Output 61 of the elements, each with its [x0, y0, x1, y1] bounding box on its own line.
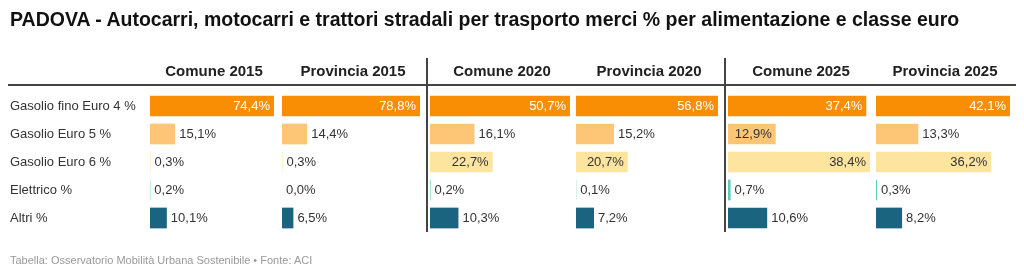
data-label: 0,3% — [154, 153, 185, 169]
bar — [430, 95, 570, 117]
bar — [876, 123, 919, 145]
data-label: 14,4% — [311, 125, 349, 141]
data-label: 13,3% — [922, 125, 960, 141]
bar — [150, 95, 274, 117]
data-label: 15,2% — [618, 125, 656, 141]
y-tick-label: Gasolio Euro 6 % — [10, 153, 112, 169]
bar — [728, 95, 867, 117]
data-label: 10,1% — [170, 209, 209, 225]
data-label: 74,4% — [233, 97, 271, 113]
y-tick-label: Gasolio fino Euro 4 % — [10, 97, 137, 113]
bar — [282, 207, 294, 229]
data-label: 8,2% — [906, 209, 937, 225]
data-label: 0,0% — [286, 181, 317, 197]
chart-title: Comune 2015 — [8, 58, 280, 86]
data-label: 42,1% — [969, 97, 1007, 113]
bar — [728, 179, 731, 201]
bar — [430, 207, 459, 229]
text: Tabella: Osservatorio Mobilità Urbana Sostenibile • Fonte: ACI — [10, 254, 313, 266]
y-tick-label: Gasolio Euro 5 % — [10, 125, 112, 141]
data-label: 20,7% — [586, 153, 625, 169]
data-label: 37,4% — [825, 97, 863, 113]
data-label: 56,8% — [677, 97, 715, 113]
bar — [728, 207, 768, 229]
y-tick-label: Elettrico % — [10, 181, 73, 197]
chart-title: Provincia 2015 — [280, 58, 426, 86]
data-label: 16,1% — [478, 125, 516, 141]
bar — [282, 123, 308, 145]
bar — [430, 123, 475, 145]
data-label: 7,2% — [598, 209, 629, 225]
bar — [576, 123, 614, 145]
data-label: 0,3% — [286, 153, 317, 169]
chart-title: Comune 2020 — [428, 58, 576, 86]
data-label: 10,6% — [771, 209, 809, 225]
bar — [150, 123, 176, 145]
y-tick-label: Altri % — [10, 209, 48, 225]
text: PADOVA - Autocarri, motocarri e trattori stradali per trasporto merci % per alimentazione e classe euro — [10, 8, 960, 31]
chart-title: Provincia 2020 — [574, 58, 724, 86]
data-label: 38,4% — [829, 153, 867, 169]
bar — [282, 95, 420, 117]
bar — [576, 207, 594, 229]
data-label: 0,2% — [434, 181, 465, 197]
chart-title: Provincia 2025 — [874, 58, 1016, 86]
data-label: 6,5% — [297, 209, 328, 225]
data-label: 0,2% — [154, 181, 185, 197]
data-label: 0,3% — [880, 181, 912, 197]
bar — [876, 95, 1010, 117]
data-label: 36,2% — [950, 153, 988, 169]
bar — [150, 207, 167, 229]
data-label: 0,1% — [580, 181, 611, 197]
data-label: 50,7% — [529, 97, 567, 113]
data-label: 10,3% — [462, 209, 500, 225]
bar — [728, 151, 870, 173]
bar — [876, 207, 903, 229]
data-label: 12,9% — [734, 125, 773, 141]
data-label: 15,1% — [179, 125, 217, 141]
chart-title: Comune 2025 — [726, 58, 876, 86]
data-label: 0,7% — [734, 181, 765, 197]
data-label: 78,8% — [379, 97, 417, 113]
data-label: 22,7% — [451, 153, 490, 169]
